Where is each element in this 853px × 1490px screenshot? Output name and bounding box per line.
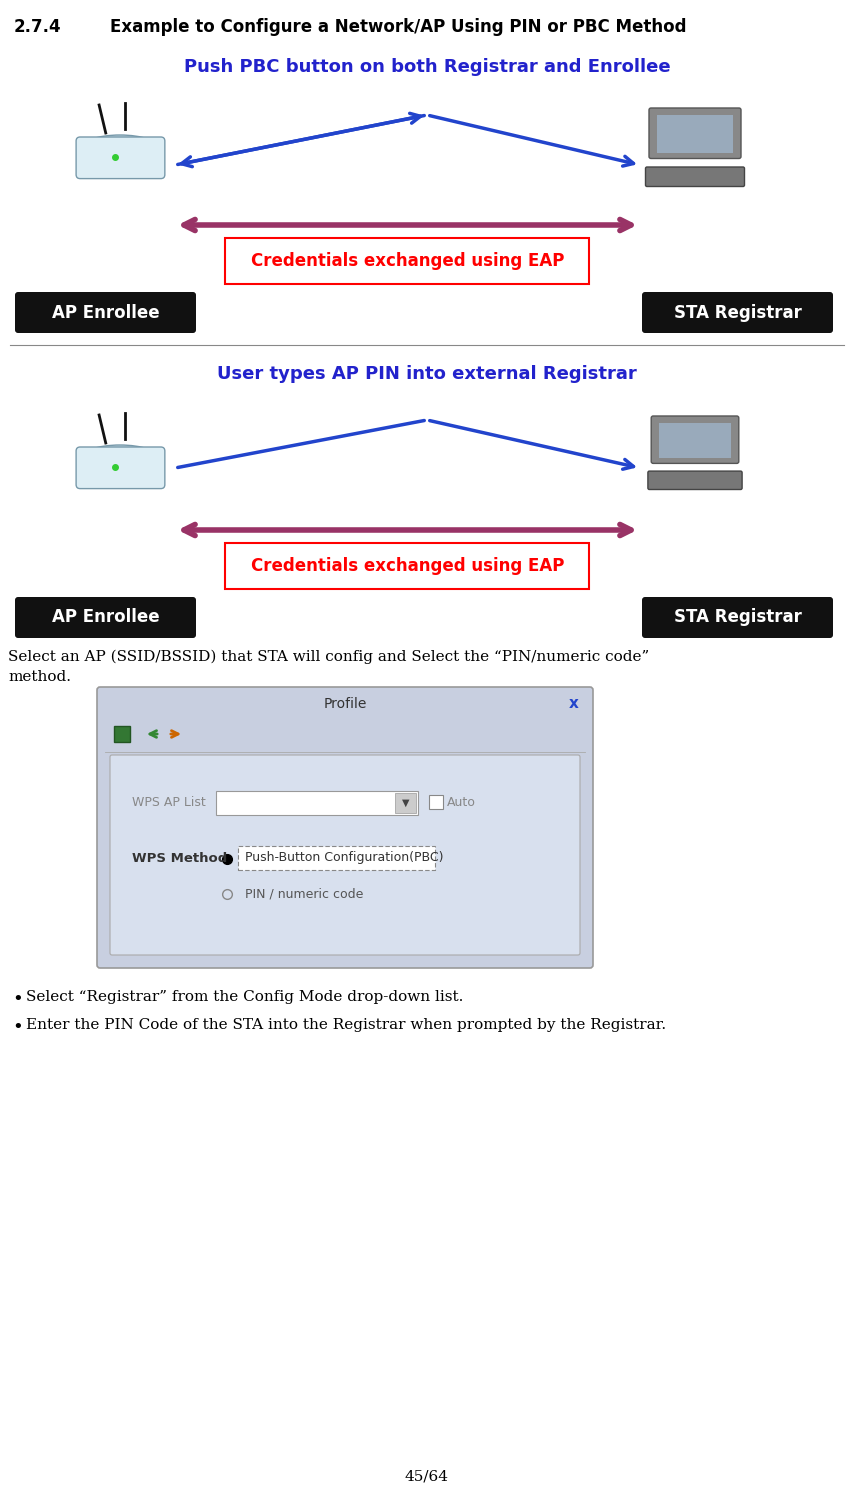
FancyBboxPatch shape [641,597,832,638]
FancyBboxPatch shape [641,292,832,332]
Text: WPS AP List: WPS AP List [132,796,206,809]
Text: Select an AP (SSID/BSSID) that STA will config and Select the “PIN/numeric code”: Select an AP (SSID/BSSID) that STA will … [8,650,648,665]
FancyBboxPatch shape [216,791,417,815]
FancyBboxPatch shape [648,107,740,158]
Bar [656,115,732,153]
Text: 45/64: 45/64 [404,1471,449,1484]
Text: Push PBC button on both Registrar and Enrollee: Push PBC button on both Registrar and En… [183,58,670,76]
FancyBboxPatch shape [97,687,592,968]
FancyBboxPatch shape [238,846,434,870]
FancyBboxPatch shape [76,447,165,489]
FancyBboxPatch shape [647,471,741,490]
Text: AP Enrollee: AP Enrollee [52,304,160,322]
Text: Credentials exchanged using EAP: Credentials exchanged using EAP [251,557,564,575]
Text: Push-Button Configuration(PBC): Push-Button Configuration(PBC) [245,851,443,864]
Bar [395,793,415,814]
Text: Credentials exchanged using EAP: Credentials exchanged using EAP [251,252,564,270]
Bar [428,796,443,809]
Text: User types AP PIN into external Registrar: User types AP PIN into external Registra… [217,365,636,383]
FancyBboxPatch shape [651,416,738,463]
FancyBboxPatch shape [100,690,589,718]
Text: Example to Configure a Network/AP Using PIN or PBC Method: Example to Configure a Network/AP Using … [110,18,686,36]
Text: •: • [12,989,23,1009]
Text: x: x [568,696,578,712]
Text: ▼: ▼ [402,799,409,808]
Text: AP Enrollee: AP Enrollee [52,608,160,626]
Text: PIN / numeric code: PIN / numeric code [245,888,363,900]
Text: Select “Registrar” from the Config Mode drop-down list.: Select “Registrar” from the Config Mode … [26,989,463,1004]
FancyBboxPatch shape [225,238,589,285]
Text: Profile: Profile [323,697,366,711]
Text: •: • [12,1018,23,1036]
Text: STA Registrar: STA Registrar [673,304,800,322]
Text: 2.7.4: 2.7.4 [14,18,61,36]
Text: WPS Method: WPS Method [132,852,227,866]
FancyBboxPatch shape [15,292,196,332]
Text: Auto: Auto [446,796,475,809]
Text: method.: method. [8,670,71,684]
Ellipse shape [79,446,160,472]
Text: Enter the PIN Code of the STA into the Registrar when prompted by the Registrar.: Enter the PIN Code of the STA into the R… [26,1018,665,1033]
FancyBboxPatch shape [225,542,589,589]
FancyBboxPatch shape [110,755,579,955]
FancyBboxPatch shape [76,137,165,179]
FancyBboxPatch shape [645,167,744,186]
Bar [113,726,130,742]
Bar [659,423,730,457]
FancyBboxPatch shape [15,597,196,638]
Text: STA Registrar: STA Registrar [673,608,800,626]
Ellipse shape [79,136,160,162]
